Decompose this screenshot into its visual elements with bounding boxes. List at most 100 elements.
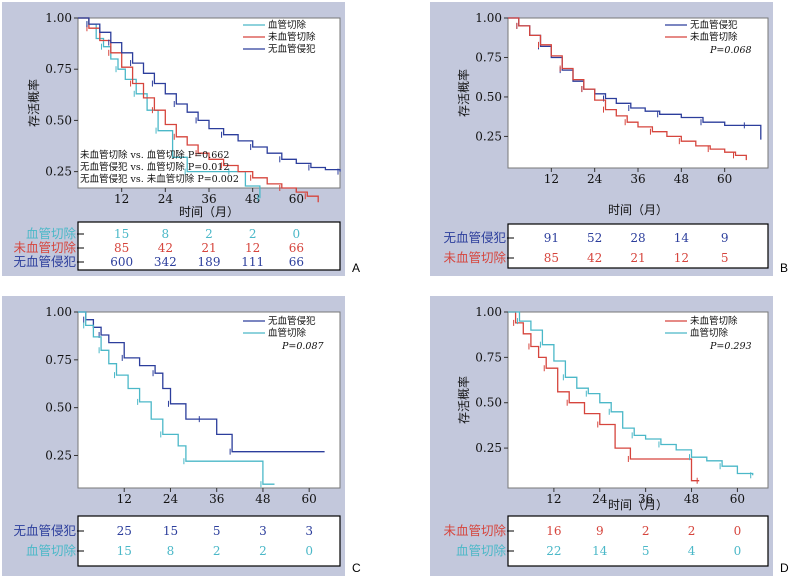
panel-letter: D	[780, 561, 789, 575]
risk-row-label: 未血管切除	[443, 250, 506, 265]
risk-table-box	[507, 223, 769, 269]
y-tick-label: 0.50	[475, 396, 502, 410]
series-line-cyan	[78, 311, 275, 485]
legend-label: 血管切除	[268, 327, 307, 339]
risk-cell: 2	[688, 524, 696, 538]
legend-label: 未血管切除	[690, 315, 738, 327]
risk-cell: 12	[674, 251, 689, 265]
risk-cell: 66	[289, 241, 304, 255]
x-tick-label: 12	[544, 172, 559, 186]
risk-row-label: 血管切除	[456, 543, 507, 558]
x-tick-label: 48	[674, 172, 689, 186]
risk-cell: 28	[630, 231, 645, 245]
series-line-red	[78, 17, 319, 203]
legend-label: 未血管切除	[268, 31, 316, 43]
legend-label: 无血管侵犯	[690, 19, 738, 31]
legend-label: 血管切除	[690, 327, 729, 339]
x-tick-label: 24	[592, 492, 608, 506]
x-tick-label: 60	[717, 172, 732, 186]
y-tick-label: 1.00	[45, 11, 72, 25]
risk-cell: 91	[544, 231, 559, 245]
y-tick-label: 0.75	[475, 350, 502, 364]
x-tick-label: 48	[684, 492, 699, 506]
risk-cell: 15	[163, 524, 178, 538]
y-tick-label: 0.50	[45, 113, 72, 127]
risk-row-label: 无血管侵犯	[13, 254, 76, 269]
x-tick-label: 24	[158, 192, 174, 206]
risk-cell: 9	[721, 231, 729, 245]
risk-cell: 3	[305, 524, 313, 538]
risk-cell: 16	[546, 524, 561, 538]
risk-cell: 42	[158, 241, 173, 255]
y-tick-label: 0.50	[45, 401, 72, 415]
risk-cell: 21	[201, 241, 216, 255]
risk-cell: 85	[544, 251, 559, 265]
risk-cell: 0	[734, 524, 742, 538]
risk-row-label: 无血管侵犯	[13, 523, 76, 538]
series-line-red	[508, 311, 700, 482]
x-tick-label: 48	[245, 192, 260, 206]
risk-cell: 189	[198, 255, 221, 269]
x-tick-label: 36	[638, 492, 653, 506]
risk-cell: 21	[630, 251, 645, 265]
risk-row-label: 血管切除	[26, 226, 77, 241]
x-tick-label: 12	[114, 192, 129, 206]
risk-cell: 2	[213, 544, 221, 558]
risk-cell: 0	[305, 544, 313, 558]
y-tick-label: 0.25	[45, 448, 72, 462]
x-axis-label: 时间（月）	[608, 498, 668, 512]
risk-cell: 2	[259, 544, 267, 558]
x-tick-label: 60	[302, 492, 317, 506]
risk-cell: 111	[241, 255, 264, 269]
y-tick-label: 1.00	[475, 11, 502, 25]
comparison-annotation: 未血管切除 vs. 血管切除 P=0.662	[80, 149, 229, 161]
series-line-red	[508, 17, 747, 161]
plot-area	[77, 311, 341, 489]
legend-label: 血管切除	[268, 19, 307, 31]
risk-cell: 14	[592, 544, 608, 558]
risk-cell: 8	[167, 544, 175, 558]
y-tick-label: 0.25	[475, 441, 502, 455]
series-line-blue	[78, 311, 325, 453]
x-tick-label: 24	[163, 492, 179, 506]
x-axis-label: 时间（月）	[608, 203, 668, 217]
risk-cell: 342	[154, 255, 177, 269]
x-tick-label: 36	[630, 172, 645, 186]
risk-cell: 4	[688, 544, 696, 558]
risk-cell: 42	[587, 251, 602, 265]
risk-cell: 2	[205, 227, 213, 241]
risk-cell: 600	[110, 255, 133, 269]
risk-cell: 52	[587, 231, 602, 245]
risk-row-label: 血管切除	[26, 543, 77, 558]
y-tick-label: 0.75	[45, 62, 72, 76]
x-tick-label: 12	[117, 492, 132, 506]
x-tick-label: 36	[209, 492, 224, 506]
risk-row-label: 未血管切除	[13, 240, 76, 255]
risk-cell: 3	[259, 524, 267, 538]
series-line-cyan	[508, 311, 754, 476]
risk-cell: 0	[293, 227, 301, 241]
comparison-annotation: 无血管侵犯 vs. 血管切除 P=0.012	[80, 161, 229, 173]
risk-cell: 5	[642, 544, 650, 558]
x-tick-label: 48	[255, 492, 270, 506]
p-value: P=0.068	[709, 45, 752, 56]
comparison-annotation: 无血管侵犯 vs. 未血管切除 P=0.002	[80, 173, 239, 185]
x-tick-label: 36	[201, 192, 216, 206]
risk-cell: 15	[114, 227, 129, 241]
y-tick-label: 1.00	[45, 305, 72, 319]
panel-letter: C	[352, 561, 361, 575]
x-tick-label: 24	[587, 172, 603, 186]
x-axis-label: 时间（月）	[179, 205, 239, 219]
plot-area	[507, 17, 769, 169]
legend-label: 无血管侵犯	[268, 43, 316, 55]
risk-cell: 66	[289, 255, 304, 269]
p-value: P=0.293	[709, 341, 752, 352]
x-tick-label: 12	[546, 492, 561, 506]
risk-cell: 15	[117, 544, 132, 558]
risk-cell: 14	[674, 231, 690, 245]
risk-cell: 85	[114, 241, 129, 255]
legend-label: 无血管侵犯	[268, 315, 316, 327]
risk-cell: 25	[117, 524, 132, 538]
